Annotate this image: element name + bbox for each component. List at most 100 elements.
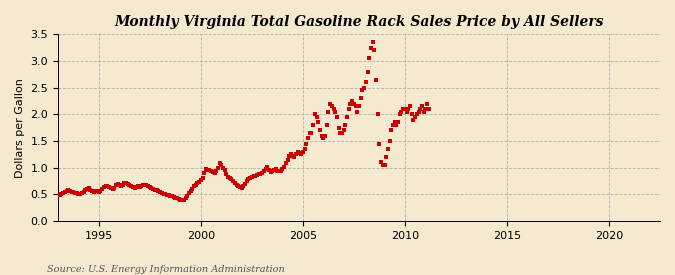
Point: [66, 189, 77, 194]
Point: [398, 107, 408, 111]
Point: [76, 191, 87, 195]
Point: [86, 188, 97, 193]
Point: [153, 189, 164, 193]
Point: [401, 109, 412, 114]
Point: [177, 198, 188, 202]
Point: [54, 193, 65, 197]
Point: [82, 187, 92, 191]
Point: [68, 190, 79, 194]
Point: [92, 188, 103, 193]
Point: [163, 193, 174, 198]
Point: [311, 115, 322, 119]
Point: [238, 184, 248, 189]
Point: [381, 155, 392, 159]
Point: [294, 150, 305, 155]
Point: [221, 172, 232, 176]
Point: [131, 185, 142, 189]
Point: [150, 187, 161, 192]
Point: [259, 169, 269, 174]
Point: [75, 192, 86, 196]
Point: [99, 185, 109, 190]
Point: [204, 168, 215, 172]
Point: [333, 125, 344, 130]
Point: [379, 163, 390, 167]
Point: [73, 192, 84, 197]
Point: [102, 184, 113, 189]
Point: [115, 184, 126, 188]
Point: [231, 183, 242, 187]
Point: [272, 169, 283, 173]
Point: [95, 189, 106, 193]
Point: [253, 172, 264, 176]
Point: [345, 101, 356, 106]
Point: [340, 123, 351, 127]
Point: [223, 175, 234, 180]
Point: [328, 107, 339, 111]
Point: [161, 193, 172, 197]
Point: [78, 189, 89, 194]
Point: [301, 141, 312, 146]
Point: [226, 177, 237, 182]
Point: [299, 147, 310, 151]
Point: [413, 109, 424, 114]
Point: [308, 123, 319, 127]
Point: [59, 189, 70, 194]
Point: [400, 107, 410, 111]
Point: [386, 128, 397, 133]
Point: [155, 190, 165, 194]
Point: [97, 187, 108, 191]
Point: [319, 133, 330, 138]
Point: [418, 109, 429, 114]
Point: [275, 169, 286, 173]
Point: [173, 196, 184, 201]
Point: [93, 189, 104, 194]
Point: [415, 107, 426, 111]
Point: [192, 180, 202, 185]
Y-axis label: Dollars per Gallon: Dollars per Gallon: [15, 78, 25, 178]
Point: [219, 168, 230, 172]
Point: [233, 184, 244, 189]
Point: [128, 185, 138, 190]
Point: [122, 182, 133, 186]
Point: [196, 178, 207, 183]
Point: [100, 184, 111, 188]
Point: [387, 123, 398, 127]
Point: [170, 195, 181, 200]
Point: [360, 80, 371, 84]
Point: [296, 152, 306, 156]
Point: [265, 170, 276, 174]
Point: [282, 158, 293, 162]
Point: [216, 163, 227, 167]
Point: [185, 189, 196, 193]
Title: Monthly Virginia Total Gasoline Rack Sales Price by All Sellers: Monthly Virginia Total Gasoline Rack Sal…: [114, 15, 603, 29]
Point: [65, 189, 76, 193]
Point: [263, 168, 274, 172]
Point: [348, 101, 359, 106]
Point: [171, 196, 182, 200]
Point: [373, 112, 383, 117]
Point: [362, 70, 373, 74]
Point: [384, 139, 395, 143]
Point: [180, 196, 191, 200]
Point: [318, 136, 329, 141]
Point: [313, 120, 323, 125]
Point: [347, 99, 358, 103]
Point: [236, 186, 247, 190]
Point: [288, 154, 298, 158]
Point: [309, 112, 320, 117]
Point: [230, 180, 240, 185]
Point: [292, 150, 303, 154]
Point: [114, 183, 125, 187]
Point: [182, 194, 192, 198]
Point: [85, 187, 96, 192]
Point: [422, 101, 433, 106]
Point: [107, 187, 118, 191]
Point: [112, 182, 123, 186]
Point: [284, 154, 294, 158]
Point: [410, 115, 421, 119]
Point: [105, 186, 116, 191]
Point: [197, 176, 208, 181]
Point: [273, 169, 284, 174]
Point: [248, 174, 259, 178]
Point: [126, 184, 136, 189]
